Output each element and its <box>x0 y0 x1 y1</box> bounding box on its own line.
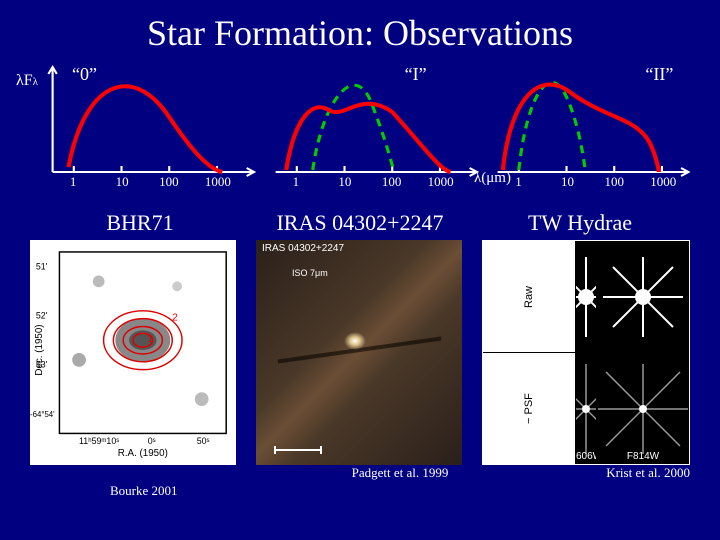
xtick: 10 <box>561 174 574 190</box>
svg-text:-64°54': -64°54' <box>30 410 55 419</box>
xtick: 100 <box>382 174 402 190</box>
credits-row: Bourke 2001 Padgett et al. 1999 Krist et… <box>0 465 720 499</box>
star-icon <box>576 257 596 337</box>
tw-filter-label: F606W <box>576 451 596 462</box>
sed-plot-class0: “0” 1 10 100 1000 <box>42 62 265 192</box>
sed-curve-main <box>69 86 223 172</box>
class-label-I: “I” <box>405 64 427 85</box>
svg-text:11ʰ59ᵐ10ˢ: 11ʰ59ᵐ10ˢ <box>79 436 119 446</box>
svg-text:50ˢ: 50ˢ <box>197 436 210 446</box>
tw-raw-label: Raw <box>483 241 575 352</box>
iras-sub: ISO 7μm <box>292 268 328 278</box>
sed-plot-classI: “I” 1 10 100 1000 λ(μm) <box>265 62 488 192</box>
iras-title: IRAS 04302+2247 <box>262 243 344 254</box>
object-name-bhr71: BHR71 <box>30 210 250 236</box>
xtick: 10 <box>116 174 129 190</box>
sed-curve-main <box>286 104 450 172</box>
sed-curve-dash <box>312 85 394 172</box>
image-iras: IRAS 04302+2247 ISO 7μm <box>256 240 462 465</box>
credit-iras: Padgett et al. 1999 <box>303 465 496 499</box>
image-bhr71: 1 2 Dec. (1950) R.A. (1950) 11ʰ59ᵐ10ˢ 0ˢ… <box>30 240 236 465</box>
xtick: 1000 <box>428 174 454 190</box>
svg-text:R.A. (1950): R.A. (1950) <box>118 448 168 459</box>
star-icon <box>603 257 683 337</box>
scale-bar-tick-icon <box>274 446 276 454</box>
tw-psf-label: − PSF <box>483 353 575 464</box>
xtick: 1000 <box>650 174 676 190</box>
svg-text:51': 51' <box>36 262 48 272</box>
xtick: 1000 <box>205 174 231 190</box>
credit-twhydrae: Krist et al. 2000 <box>497 465 690 499</box>
svg-text:2: 2 <box>172 313 177 324</box>
xtick: 10 <box>338 174 351 190</box>
star-psf-icon <box>576 364 596 454</box>
class-label-0: “0” <box>72 64 97 85</box>
svg-text:0ˢ: 0ˢ <box>148 436 156 446</box>
credit-bhr71: Bourke 2001 <box>30 465 303 499</box>
image-twhydrae: Raw F606W <box>482 240 690 465</box>
tw-filter-label: F814W <box>627 451 659 462</box>
page-title: Star Formation: Observations <box>0 0 720 62</box>
svg-text:1: 1 <box>148 334 153 345</box>
xtick: 1 <box>70 174 77 190</box>
object-name-iras: IRAS 04302+2247 <box>250 210 470 236</box>
sed-row: λFλ “0” 1 10 100 1000 <box>0 62 720 212</box>
object-name-twhydrae: TW Hydrae <box>470 210 690 236</box>
y-axis-label: λFλ <box>10 62 42 90</box>
class-label-II: “II” <box>645 64 673 85</box>
object-names-row: BHR71 IRAS 04302+2247 TW Hydrae <box>0 210 720 236</box>
svg-text:53': 53' <box>36 360 48 370</box>
svg-text:52': 52' <box>36 311 48 321</box>
sed-plot-classII: “II” 1 10 100 1000 <box>487 62 710 192</box>
star-psf-icon <box>598 364 688 454</box>
scale-bar-tick-icon <box>320 446 322 454</box>
xtick: 1 <box>293 174 300 190</box>
scale-bar-icon <box>274 449 322 451</box>
images-row: 1 2 Dec. (1950) R.A. (1950) 11ʰ59ᵐ10ˢ 0ˢ… <box>0 236 720 465</box>
xtick: 100 <box>159 174 179 190</box>
xtick: 100 <box>605 174 625 190</box>
xtick: 1 <box>515 174 522 190</box>
